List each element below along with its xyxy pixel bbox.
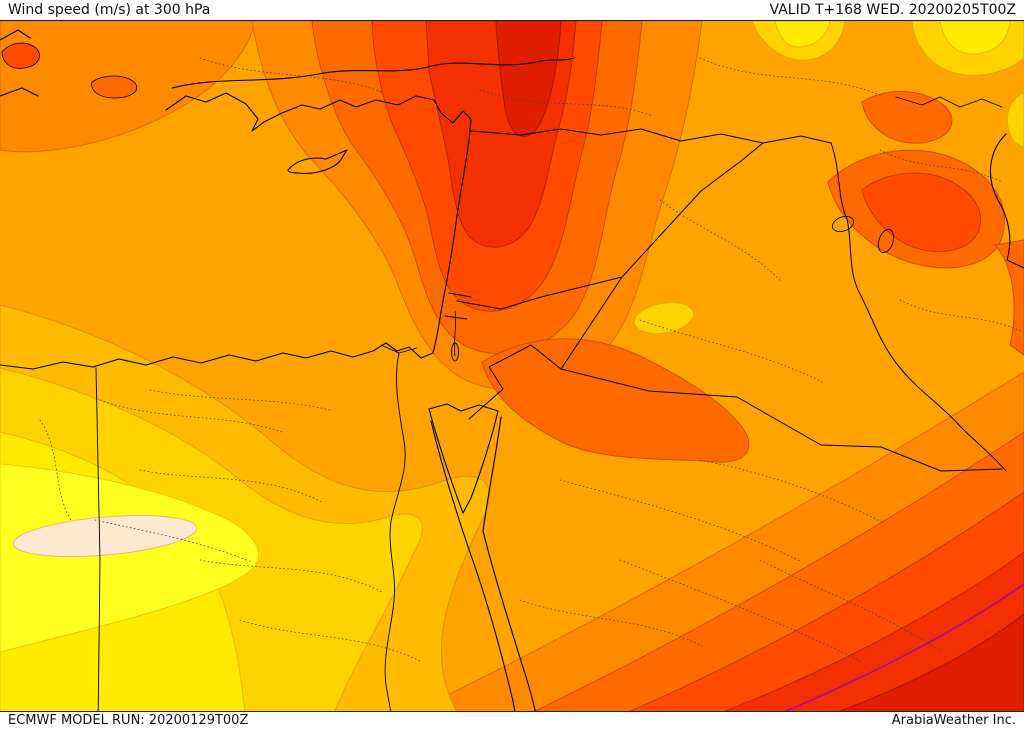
coastline-layer [0, 29, 1024, 711]
admin-boundary [94, 519, 253, 563]
valid-time-label: VALID T+168 WED. 20200205T00Z [769, 2, 1016, 18]
admin-boundary [239, 619, 423, 663]
wind-band [861, 172, 981, 252]
nile-river [384, 352, 406, 711]
wind-minimum-core [12, 514, 198, 558]
israel-lebanon-borders [444, 292, 472, 320]
admin-boundary [199, 559, 383, 593]
admin-boundary [879, 149, 1003, 183]
wind-band [1, 42, 40, 69]
cyprus-coast [287, 149, 348, 174]
wind-band [838, 613, 1024, 711]
admin-boundary [559, 479, 803, 563]
mediterranean-coast [0, 92, 472, 370]
wind-band [1006, 91, 1024, 149]
turkey-syria-border [470, 128, 832, 144]
admin-boundary [519, 599, 703, 647]
caspian-coast [989, 133, 1024, 269]
wind-band [939, 21, 1011, 55]
wind-band [481, 338, 750, 463]
jordan-river [454, 310, 456, 357]
header-bar: Wind speed (m/s) at 300 hPa VALID T+168 … [0, 0, 1024, 21]
turkey-iran-iraq-border [830, 142, 1007, 472]
lake-urmia [877, 228, 895, 254]
egypt-libya-border [95, 367, 101, 711]
wind-band [633, 301, 695, 335]
river-layer [380, 310, 456, 711]
admin-boundary [39, 419, 73, 523]
wind-band [0, 463, 260, 653]
red-sea-east-coast [482, 416, 536, 711]
admin-boundary [99, 399, 283, 433]
sinai-coast [428, 403, 499, 514]
map-title: Wind speed (m/s) at 300 hPa [8, 2, 211, 18]
country-border-layer [95, 96, 1007, 711]
highlight-contour-line [784, 583, 1024, 711]
dead-sea [451, 342, 459, 362]
admin-boundary [899, 299, 1023, 333]
syria-iraq-border [621, 142, 764, 278]
contour-fill-layer [0, 21, 1024, 711]
admin-boundary [639, 319, 823, 383]
iraq-saudi-border [560, 368, 1003, 472]
admin-boundary [699, 459, 883, 523]
admin-boundary [479, 89, 653, 117]
wind-band [91, 75, 138, 99]
admin-boundary [659, 199, 783, 283]
admin-boundary [619, 559, 863, 663]
levant-borders [456, 276, 623, 310]
admin-boundary [759, 559, 943, 653]
jordan-saudi-border [468, 276, 623, 420]
lake-van [831, 215, 855, 233]
wind-band [774, 21, 831, 48]
black-sea-coast [171, 57, 575, 89]
footer-bar: ECMWF MODEL RUN: 20200129T00Z ArabiaWeat… [0, 711, 1024, 729]
provider-label: ArabiaWeather Inc. [891, 713, 1016, 728]
wind-band [495, 21, 562, 137]
wind-band [861, 91, 953, 144]
nile-delta-branches [380, 344, 418, 354]
admin-boundary [699, 57, 883, 97]
aegean-coast-fragment [0, 29, 39, 97]
red-sea-west-coast [430, 420, 516, 711]
model-run-label: ECMWF MODEL RUN: 20200129T00Z [8, 713, 249, 728]
weather-map [0, 21, 1024, 711]
wind-band [994, 239, 1024, 356]
caucasus-borders [895, 96, 1003, 108]
admin-boundary-layer [39, 57, 1023, 663]
